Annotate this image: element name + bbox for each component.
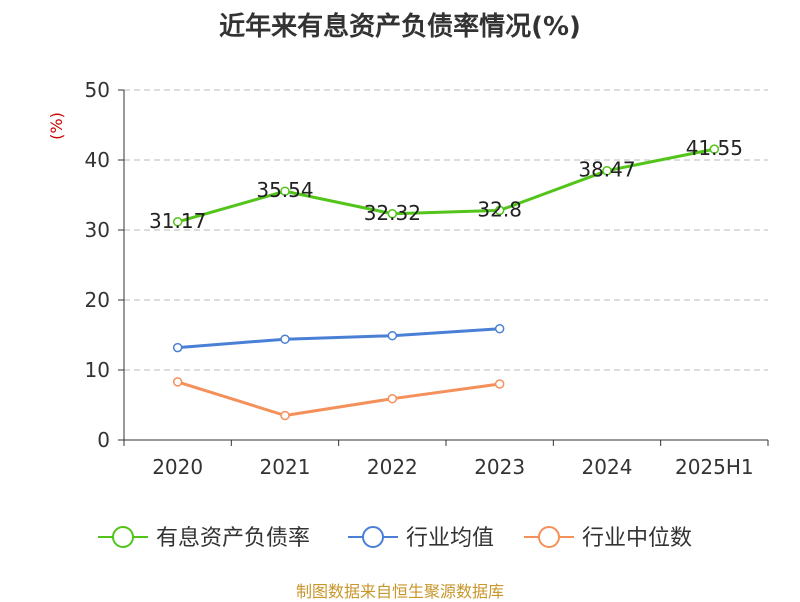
x-tick-label: 2023	[474, 455, 525, 479]
x-tick-label: 2021	[260, 455, 311, 479]
data-point	[280, 334, 290, 344]
x-tick-label: 2024	[582, 455, 633, 479]
data-point	[387, 393, 398, 404]
legend-marker	[538, 526, 560, 548]
y-axis-label: (%)	[47, 112, 66, 140]
axes: 0 10 20 30 40 50 2020 2021 2022 2023 2024 2025H1	[85, 78, 769, 479]
legend-marker	[362, 526, 384, 548]
data-label: 32.32	[364, 201, 421, 225]
chart-title: 近年来有息资产负债率情况(%)	[219, 12, 581, 42]
data-point	[494, 205, 505, 216]
series-group: 31.17 35.54 32.32 32.8 38.47 41.55	[149, 136, 743, 421]
legend-label: 行业均值	[406, 526, 494, 551]
y-tick-label: 10	[85, 358, 110, 382]
data-point	[387, 330, 398, 341]
y-tick-label: 50	[85, 78, 110, 102]
data-label: 31.17	[149, 209, 206, 233]
data-point	[387, 209, 398, 219]
data-label: 32.8	[477, 197, 522, 221]
legend: 有息资产负债率 行业均值 行业中位数	[98, 526, 692, 551]
series-line-1	[177, 147, 715, 224]
legend-label: 有息资产负债率	[156, 526, 310, 551]
data-label: 41.55	[686, 136, 743, 160]
series-line-3	[177, 380, 500, 417]
legend-label: 行业中位数	[582, 526, 692, 551]
x-tick-label: 2022	[367, 455, 418, 479]
y-tick-label: 30	[85, 218, 110, 242]
x-tick-label: 2025H1	[675, 455, 754, 479]
x-tick-label: 2020	[152, 455, 203, 479]
data-point	[602, 165, 612, 176]
series-line-2	[177, 327, 500, 350]
data-point	[494, 323, 505, 334]
gridlines	[124, 89, 768, 371]
data-label: 35.54	[256, 178, 313, 202]
data-point	[172, 217, 183, 227]
data-label: 38.47	[578, 158, 635, 182]
data-point	[172, 377, 183, 387]
data-point	[709, 144, 720, 154]
legend-marker	[112, 526, 134, 548]
y-tick-label: 40	[85, 148, 110, 172]
data-point	[280, 186, 290, 196]
y-tick-label: 0	[97, 428, 110, 452]
y-tick-label: 20	[85, 288, 110, 312]
data-point	[280, 410, 290, 421]
data-source-footer: 制图数据来自恒生聚源数据库	[295, 582, 504, 601]
data-point	[172, 342, 183, 353]
data-point	[494, 379, 505, 389]
